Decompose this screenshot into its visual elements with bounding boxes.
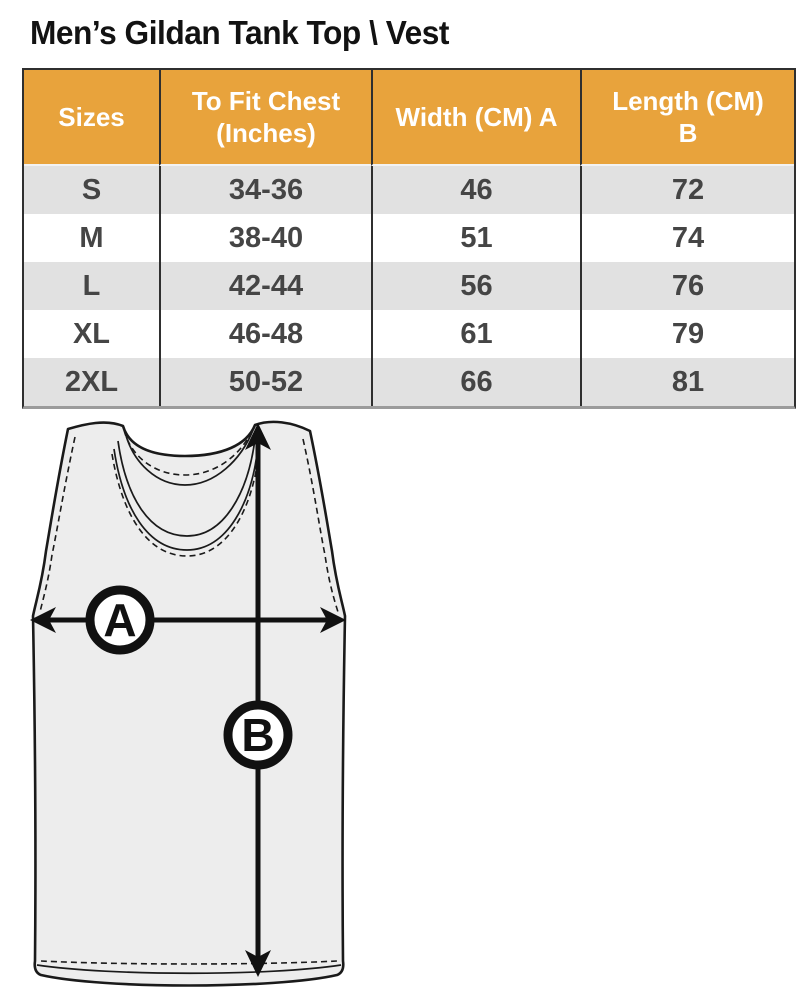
length-cell: 76 — [580, 262, 794, 310]
length-column-header: Length (CM) B — [580, 70, 794, 166]
table-row: L 42-44 56 76 — [24, 262, 794, 310]
chest-cell: 50-52 — [159, 358, 371, 406]
chest-cell: 34-36 — [159, 166, 371, 214]
length-cell: 72 — [580, 166, 794, 214]
length-label: B — [241, 709, 274, 761]
width-cell: 66 — [371, 358, 580, 406]
table-row: M 38-40 51 74 — [24, 214, 794, 262]
width-cell: 61 — [371, 310, 580, 358]
width-cell: 51 — [371, 214, 580, 262]
width-column-header: Width (CM) A — [371, 70, 580, 166]
chest-cell: 38-40 — [159, 214, 371, 262]
measurement-diagram: A B — [0, 413, 406, 1000]
sizes-column-header: Sizes — [24, 70, 159, 166]
width-cell: 56 — [371, 262, 580, 310]
back-collar-inner-line — [124, 429, 254, 486]
front-neckline-stitch — [111, 450, 260, 557]
right-armhole-stitch — [302, 438, 339, 613]
length-cell: 81 — [580, 358, 794, 406]
width-arrow-right-head — [320, 607, 346, 633]
length-arrow-top-head — [245, 423, 271, 450]
width-cell: 46 — [371, 166, 580, 214]
size-cell: XL — [24, 310, 159, 358]
width-label-circle — [85, 585, 155, 655]
table-row: 2XL 50-52 66 81 — [24, 358, 794, 406]
size-cell: M — [24, 214, 159, 262]
size-cell: S — [24, 166, 159, 214]
chest-cell: 42-44 — [159, 262, 371, 310]
size-chart-table: Sizes To Fit Chest (Inches) Width (CM) A… — [22, 68, 796, 409]
back-collar-stitch-line — [123, 427, 254, 476]
hem-inner-line — [36, 964, 342, 975]
length-cell: 79 — [580, 310, 794, 358]
tank-top-diagram: A B — [30, 420, 347, 987]
front-neckline-inner — [113, 445, 259, 551]
length-cell: 74 — [580, 214, 794, 262]
hem-stitch-line — [40, 960, 338, 965]
table-row: S 34-36 46 72 — [24, 166, 794, 214]
chest-cell: 46-48 — [159, 310, 371, 358]
width-label: A — [103, 594, 136, 646]
page-title: Men’s Gildan Tank Top \ Vest — [30, 14, 450, 51]
header-row: Sizes To Fit Chest (Inches) Width (CM) A… — [24, 70, 794, 166]
chest-column-header: To Fit Chest (Inches) — [159, 70, 371, 166]
width-arrow-left-head — [30, 607, 56, 633]
length-label-circle — [223, 700, 293, 770]
size-cell: 2XL — [24, 358, 159, 406]
length-arrow-bottom-head — [245, 950, 271, 977]
table-row: XL 46-48 61 79 — [24, 310, 794, 358]
size-cell: L — [24, 262, 159, 310]
length-arrow — [245, 423, 271, 977]
left-armhole-stitch — [39, 436, 76, 613]
front-neckline-outer — [117, 438, 256, 537]
garment-outline — [31, 420, 347, 987]
